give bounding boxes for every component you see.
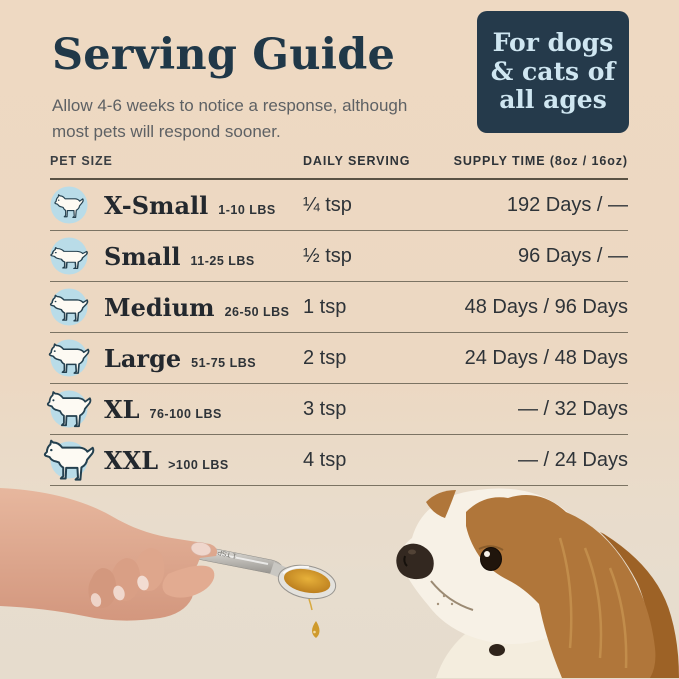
ear-fur-strands <box>558 537 628 669</box>
daily-serving-value: 4 tsp <box>303 448 347 471</box>
spoon-oil <box>284 568 331 594</box>
pet-size-name: XL <box>104 394 140 424</box>
table-row: XXL >100 LBS 4 tsp — / 24 Days <box>43 435 628 486</box>
xxl-dog-icon <box>43 439 95 481</box>
dog-side-fur <box>600 532 679 678</box>
pet-icon-wrap <box>48 333 90 383</box>
supply-time-value: 48 Days / 96 Days <box>464 295 628 318</box>
dog-mouth <box>430 580 474 611</box>
xl-dog-icon <box>46 390 92 428</box>
dog-photo <box>396 488 679 678</box>
pet-icon-wrap <box>50 180 88 230</box>
thumb <box>162 565 215 598</box>
table-header-row: PET SIZE DAILY SERVING SUPPLY TIME (8oz … <box>50 154 628 180</box>
oil-droplet-highlight <box>313 630 316 634</box>
xsmall-dog-icon <box>50 186 88 224</box>
daily-serving-value: 3 tsp <box>303 397 347 420</box>
pet-weight-range: >100 LBS <box>168 457 229 472</box>
pet-weight-range: 76-100 LBS <box>149 406 222 421</box>
column-header-supply-time: SUPPLY TIME (8oz / 16oz) <box>453 154 628 168</box>
daily-serving-value: ¼ tsp <box>303 193 352 216</box>
table-row: Small 11-25 LBS ½ tsp 96 Days / — <box>50 231 628 282</box>
fingernail <box>137 575 149 591</box>
supply-time-value: 96 Days / — <box>517 244 628 267</box>
oil-droplet <box>312 621 320 638</box>
pet-weight-range: 11-25 LBS <box>190 253 255 268</box>
medium-dog-icon <box>49 288 89 326</box>
pet-icon-wrap <box>46 384 92 434</box>
index-fingernail <box>190 542 212 556</box>
small-dog-icon <box>50 237 88 275</box>
daily-serving-value: 2 tsp <box>303 346 347 369</box>
page-title: Serving Guide <box>52 30 396 80</box>
badge-line: For dogs <box>492 27 614 57</box>
fingernail <box>90 593 102 607</box>
daily-serving-value: ½ tsp <box>303 244 352 267</box>
dog-eye <box>480 547 502 571</box>
column-header-daily-serving: DAILY SERVING <box>303 154 411 168</box>
pet-size-table: PET SIZE DAILY SERVING SUPPLY TIME (8oz … <box>43 154 628 486</box>
table-row: Large 51-75 LBS 2 tsp 24 Days / 48 Days <box>48 333 628 384</box>
product-photo: 1 TSP <box>0 488 679 678</box>
oil-stream <box>308 598 313 611</box>
large-dog-icon <box>48 339 90 377</box>
badge-line: & cats of <box>490 56 616 86</box>
fingernail <box>113 585 125 601</box>
supply-time-value: 24 Days / 48 Days <box>464 346 628 369</box>
hand <box>0 488 218 621</box>
audience-badge: For dogs & cats of all ages <box>477 11 629 133</box>
pet-weight-range: 26-50 LBS <box>224 304 290 319</box>
supply-time-value: 192 Days / — <box>506 193 628 216</box>
pet-size-name: XXL <box>104 445 159 475</box>
supply-time-value: — / 24 Days <box>517 448 628 471</box>
pet-size-name: Medium <box>104 292 215 322</box>
dog-eyelid <box>478 545 504 551</box>
pet-weight-range: 1-10 LBS <box>218 202 276 217</box>
bowl-rim-highlight <box>282 565 310 575</box>
pet-size-name: Small <box>104 241 181 271</box>
column-header-pet-size: PET SIZE <box>50 154 113 168</box>
spoon-engraving: 1 TSP <box>217 548 238 559</box>
pet-size-name: Large <box>104 343 182 373</box>
table-row: X-Small 1-10 LBS ¼ tsp 192 Days / — <box>50 180 628 231</box>
pet-size-name: X-Small <box>104 190 209 220</box>
muzzle-freckles <box>436 594 454 606</box>
pet-weight-range: 51-75 LBS <box>191 355 257 370</box>
supply-time-value: — / 32 Days <box>517 397 628 420</box>
table-row: XL 76-100 LBS 3 tsp — / 32 Days <box>46 384 628 435</box>
dog-ear-and-patch <box>466 495 656 678</box>
page-subtitle: Allow 4-6 weeks to notice a response, al… <box>52 96 408 141</box>
dog-left-ear-patch <box>426 490 456 518</box>
dog-chin-spot <box>489 644 505 656</box>
daily-serving-value: 1 tsp <box>303 295 347 318</box>
pet-icon-wrap <box>43 435 95 485</box>
dog-nose <box>396 543 434 580</box>
badge-line: all ages <box>499 85 607 115</box>
dog-nostril <box>403 555 408 567</box>
pet-icon-wrap <box>50 231 88 281</box>
table-row: Medium 26-50 LBS 1 tsp 48 Days / 96 Days <box>49 282 628 333</box>
dog-eye-highlight <box>484 551 490 557</box>
pet-icon-wrap <box>49 282 89 332</box>
dog-nose-shine <box>408 549 416 555</box>
